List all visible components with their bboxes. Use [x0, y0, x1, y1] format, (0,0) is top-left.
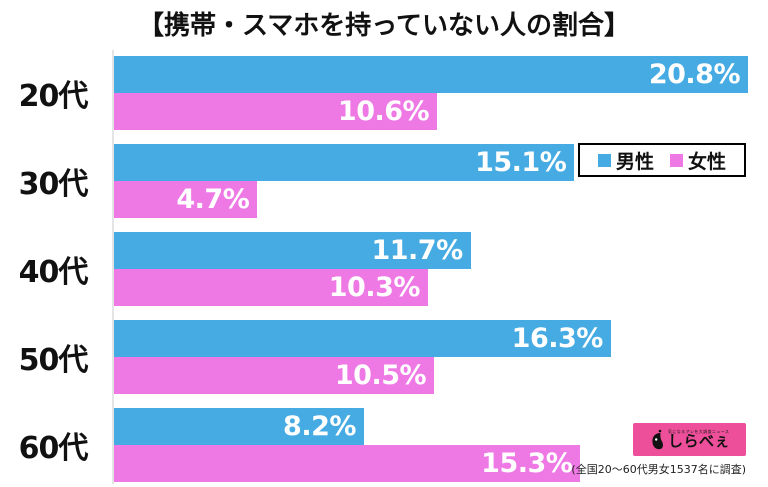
y-axis-line [112, 50, 114, 484]
logo-tagline: 気になるアレを大調査ニュース [667, 429, 730, 434]
female-bar: 10.6% [114, 93, 438, 130]
male-bar: 8.2% [114, 408, 364, 445]
male-bar: 11.7% [114, 232, 471, 269]
female-bar: 10.3% [114, 269, 428, 306]
category-label: 40代 [18, 255, 89, 290]
legend-male-label: 男性 [615, 150, 654, 173]
legend-item-male: 男性 [597, 147, 654, 174]
bar-value-label: 15.3% [481, 448, 573, 479]
legend-male-swatch [597, 153, 611, 167]
bar-value-label: 11.7% [371, 235, 463, 266]
bar-value-label: 10.6% [337, 96, 430, 127]
category-label: 60代 [18, 431, 89, 466]
category-label: 50代 [18, 343, 89, 378]
chart-row-40s: 40代 11.7% 10.3% [0, 232, 768, 306]
legend: 男性 女性 [578, 143, 746, 177]
chart-title: 【携帯・スマホを持っていない人の割合】 [138, 11, 630, 41]
bar-value-label: 8.2% [283, 411, 356, 442]
legend-female-swatch [670, 153, 683, 167]
source-note: (全国20〜60代男女1537名に調査) [571, 463, 746, 476]
legend-item-female: 女性 [670, 147, 726, 174]
chart-row-50s: 50代 16.3% 10.5% [0, 320, 768, 394]
shirabee-logo: 気になるアレを大調査ニュース しらべぇ [633, 423, 746, 456]
logo-name: しらべぇ [667, 432, 730, 450]
chart-row-30s: 30代 15.1% 4.7% [0, 144, 768, 218]
category-label: 20代 [18, 79, 89, 114]
chart-row-20s: 20代 20.8% 10.6% [0, 56, 768, 130]
bar-value-label: 15.1% [475, 147, 567, 178]
bar-value-label: 16.3% [511, 323, 604, 354]
bar-value-label: 4.7% [176, 184, 250, 215]
male-bar: 20.8% [114, 56, 748, 93]
shirabee-mascot-icon [649, 429, 665, 451]
legend-female-label: 女性 [688, 150, 727, 173]
chart-row-60s: 60代 8.2% 15.3% [0, 408, 768, 482]
male-bar: 16.3% [114, 320, 611, 357]
category-label: 30代 [18, 167, 89, 202]
bar-value-label: 20.8% [648, 59, 741, 90]
female-bar: 15.3% [114, 445, 581, 482]
female-bar: 10.5% [114, 357, 435, 394]
male-bar: 15.1% [114, 144, 575, 181]
female-bar: 4.7% [114, 181, 258, 218]
bar-chart: 20代 20.8% 10.6% 30代 15.1% 4.7% 40代 11.7%… [0, 56, 768, 487]
bar-value-label: 10.3% [328, 272, 421, 303]
bar-value-label: 10.5% [334, 360, 427, 391]
